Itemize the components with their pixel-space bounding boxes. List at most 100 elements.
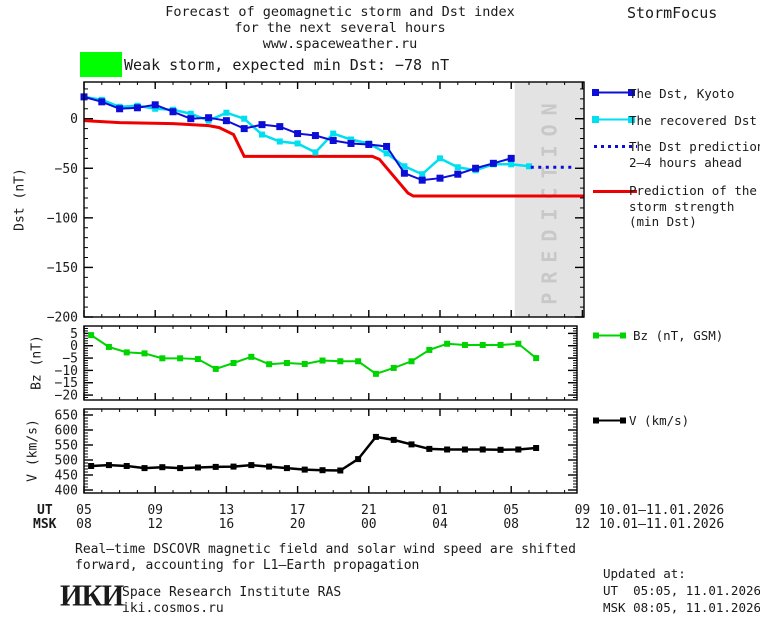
bz-axis-label: Bz (nT) xyxy=(29,335,45,390)
data-point-marker xyxy=(276,138,283,145)
legend-recovered-label: The recovered Dst xyxy=(629,113,757,128)
data-point-marker xyxy=(159,464,166,471)
data-point-marker xyxy=(88,332,95,339)
data-point-marker xyxy=(248,462,255,469)
v-axis-label: V (km/s) xyxy=(25,419,41,482)
dst-panel-border xyxy=(83,81,585,318)
data-point-marker xyxy=(436,174,444,182)
y-tick-label: −50 xyxy=(55,162,78,177)
legend-prediction-label-2: 2–4 hours ahead xyxy=(629,155,742,170)
prediction-band-label: PREDICTION xyxy=(537,94,561,304)
x-tick-ut: 09 xyxy=(574,503,591,518)
updated-label: Updated at: xyxy=(603,566,686,581)
recovered-legend-marker xyxy=(592,116,635,123)
x-tick-ut: 05 xyxy=(76,503,92,518)
data-point-marker xyxy=(151,101,159,109)
data-point-marker xyxy=(515,340,522,347)
y-tick-label: 0 xyxy=(70,112,78,127)
updated-msk: MSK 08:05, 11.01.2026 xyxy=(603,600,760,615)
data-point-marker xyxy=(177,465,184,472)
data-point-marker xyxy=(283,360,290,366)
data-point-marker xyxy=(116,105,124,113)
data-point-marker xyxy=(98,98,106,106)
data-point-marker xyxy=(444,446,451,453)
legend-strength-label-1: Prediction of the xyxy=(629,183,757,198)
y-tick-label: −15 xyxy=(55,376,78,391)
storm-level-swatch xyxy=(80,52,122,77)
x-tick-msk: 20 xyxy=(289,517,306,532)
data-point-marker xyxy=(141,350,148,357)
y-tick-label: 400 xyxy=(55,484,78,499)
data-point-marker xyxy=(533,355,540,362)
x-tick-ut: 09 xyxy=(147,503,164,518)
x-tick-msk: 12 xyxy=(147,517,164,532)
data-point-marker xyxy=(479,341,486,348)
data-point-marker xyxy=(159,355,166,362)
data-point-marker xyxy=(177,355,184,362)
data-point-marker xyxy=(372,370,379,377)
data-point-marker xyxy=(212,463,219,470)
x-tick-ut: 01 xyxy=(432,503,448,518)
data-point-marker xyxy=(312,149,319,156)
data-point-marker xyxy=(426,445,433,452)
footer-note-line1: Real–time DSCOVR magnetic field and sola… xyxy=(75,542,576,557)
x-tick-ut: 05 xyxy=(503,503,520,518)
data-point-marker xyxy=(401,163,408,170)
x-tick-ut: 17 xyxy=(289,503,306,518)
data-point-marker xyxy=(123,349,130,356)
data-point-marker xyxy=(141,465,148,472)
page-title-line1: Forecast of geomagnetic storm and Dst in… xyxy=(165,4,515,20)
prediction-legend-marker xyxy=(594,145,637,148)
y-tick-label: −20 xyxy=(55,389,78,404)
data-point-marker xyxy=(194,464,201,471)
msk-row-label: MSK xyxy=(33,517,57,532)
legend-v-label: V (km/s) xyxy=(629,413,690,428)
data-point-marker xyxy=(294,130,302,138)
data-point-marker xyxy=(133,104,141,112)
data-point-marker xyxy=(294,140,301,147)
data-point-marker xyxy=(390,436,397,443)
dst-axis-label: Dst (nT) xyxy=(12,168,28,231)
bz-legend-marker xyxy=(593,332,626,339)
data-point-marker xyxy=(205,114,213,122)
data-point-marker xyxy=(319,467,326,474)
data-point-marker xyxy=(383,142,391,150)
data-point-marker xyxy=(365,140,373,148)
data-point-marker xyxy=(489,159,497,167)
legend-kyoto-label: The Dst, Kyoto xyxy=(629,86,735,101)
data-point-marker xyxy=(418,176,426,184)
data-point-marker xyxy=(347,139,355,147)
data-point-marker xyxy=(301,360,308,367)
legend-bz-label: Bz (nT, GSM) xyxy=(633,328,724,343)
data-point-marker xyxy=(444,340,451,347)
y-tick-label: −150 xyxy=(47,261,78,276)
kyoto-legend-marker xyxy=(592,89,635,96)
data-point-marker xyxy=(266,361,273,368)
x-tick-msk: 00 xyxy=(360,517,377,532)
data-point-marker xyxy=(507,154,515,162)
storm-banner-text: Weak storm, expected min Dst: −78 nT xyxy=(124,56,450,74)
site-url: www.spaceweather.ru xyxy=(262,36,418,52)
data-point-marker xyxy=(222,117,230,125)
data-point-marker xyxy=(400,169,408,177)
data-point-marker xyxy=(437,155,443,162)
dst-panel-group: PREDICTION 0 −50 −100 −150 −200 xyxy=(47,81,585,326)
brand-name: StormFocus xyxy=(627,4,718,22)
data-point-marker xyxy=(497,446,504,453)
x-tick-msk: 04 xyxy=(432,517,448,532)
y-tick-label: 600 xyxy=(55,424,78,439)
data-point-marker xyxy=(515,446,522,453)
y-tick-label: −5 xyxy=(62,352,78,367)
x-tick-msk: 12 xyxy=(574,517,591,532)
y-tick-label: −10 xyxy=(55,364,78,379)
y-tick-label: 5 xyxy=(70,327,78,342)
msk-date-range: 10.01–11.01.2026 xyxy=(599,517,725,532)
data-point-marker xyxy=(169,108,177,116)
v-legend-marker xyxy=(593,417,626,424)
x-tick-msk: 08 xyxy=(503,517,520,532)
x-tick-ut: 13 xyxy=(218,503,235,518)
data-point-marker xyxy=(105,343,112,350)
data-point-marker xyxy=(319,357,326,364)
ut-row-label: UT xyxy=(37,503,53,518)
